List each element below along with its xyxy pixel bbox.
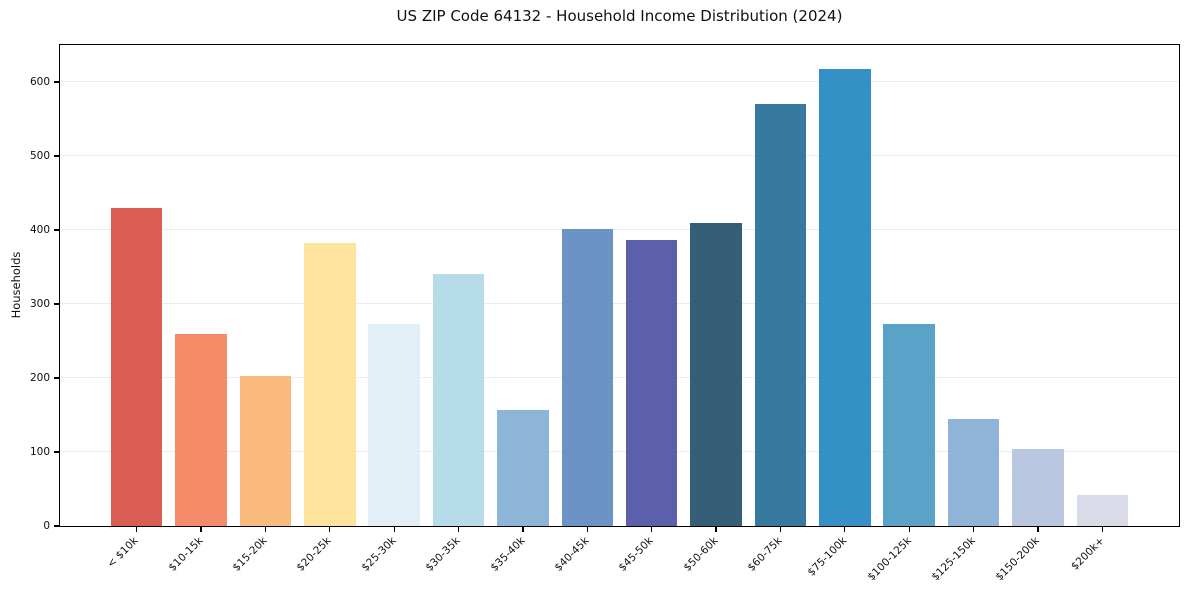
x-tick-label-45-50k: $45-50k — [616, 534, 656, 574]
x-tick-mark — [1037, 527, 1039, 532]
x-tick-mark — [522, 527, 524, 532]
y-tick-mark — [54, 377, 59, 379]
x-tick-mark — [651, 527, 653, 532]
bar-10k — [110, 207, 163, 526]
chart-title: US ZIP Code 64132 - Household Income Dis… — [396, 7, 843, 25]
bar-25-30k — [368, 323, 420, 526]
x-tick-label-10-15k: $10-15k — [166, 534, 206, 574]
x-tick-label-15-20k: $15-20k — [230, 534, 270, 574]
x-tick-mark — [908, 527, 910, 532]
gridline-y-600 — [60, 81, 1179, 82]
x-tick-mark — [329, 527, 331, 532]
bar-10-15k — [175, 334, 227, 526]
x-tick-mark — [715, 527, 717, 532]
y-tick-label-300: 300 — [29, 297, 50, 310]
y-tick-label-200: 200 — [29, 371, 50, 384]
x-tick-label-35-40k: $35-40k — [488, 534, 528, 574]
y-tick-mark — [54, 451, 59, 453]
gridline-y-300 — [60, 303, 1179, 304]
x-tick-mark — [779, 527, 782, 532]
bar-200k+ — [1076, 494, 1129, 526]
x-tick-mark — [973, 527, 975, 532]
y-tick-mark — [54, 229, 59, 231]
x-tick-label-150-200k: $150-200k — [993, 534, 1043, 584]
y-tick-label-500: 500 — [29, 149, 50, 162]
gridline-y-100 — [60, 451, 1179, 452]
bar-35-40k — [497, 409, 549, 526]
bar-45-50k — [625, 239, 678, 526]
x-tick-mark — [393, 527, 395, 532]
x-tick-mark — [200, 527, 202, 532]
bar-150-200k — [1012, 449, 1064, 526]
gridline-y-200 — [60, 377, 1179, 378]
x-tick-mark — [844, 527, 846, 532]
plot-area: 0 100 200 300 400 500 600 < $10k $10-15k $15-20k $… — [30, 44, 1180, 583]
bar-75-100k — [819, 68, 871, 526]
x-tick-label-60-75k: $60-75k — [745, 534, 785, 574]
gridline-y-500 — [60, 155, 1179, 156]
bar-20-25k — [304, 243, 356, 526]
x-tick-mark — [264, 527, 266, 532]
x-tick-mark — [457, 527, 460, 532]
y-tick-label-600: 600 — [29, 75, 50, 88]
bar-60-75k — [754, 104, 807, 526]
y-tick-label-100: 100 — [29, 445, 50, 458]
bar-30-35k — [432, 274, 485, 526]
x-tick-label-200k+: $200k+ — [1068, 534, 1107, 573]
x-tick-label-100-125k: $100-125k — [864, 534, 914, 584]
bar-15-20k — [239, 375, 292, 526]
x-tick-mark — [1101, 527, 1103, 532]
x-tick-mark — [136, 527, 138, 532]
x-tick-mark — [586, 527, 588, 532]
y-tick-label-0: 0 — [43, 519, 50, 532]
x-tick-label-10k: < $10k — [105, 534, 141, 571]
x-tick-label-25-30k: $25-30k — [359, 534, 399, 574]
x-tick-label-125-150k: $125-150k — [929, 534, 978, 584]
bar-125-150k — [947, 419, 1000, 526]
x-tick-label-40-45k: $40-45k — [552, 534, 592, 574]
bar-40-45k — [561, 228, 614, 526]
bar-50-60k — [690, 223, 742, 526]
bar-100-125k — [883, 323, 935, 526]
y-tick-mark — [54, 303, 59, 305]
y-tick-mark — [54, 81, 59, 83]
x-tick-label-20-25k: $20-25k — [294, 534, 335, 574]
gridline-y-400 — [60, 229, 1179, 230]
y-tick-mark — [54, 525, 59, 527]
x-tick-label-50-60k: $50-60k — [681, 534, 721, 574]
y-tick-mark — [54, 155, 59, 157]
y-tick-label-400: 400 — [29, 223, 50, 236]
x-tick-label-30-35k: $30-35k — [423, 534, 463, 574]
x-tick-label-75-100k: $75-100k — [805, 534, 850, 579]
